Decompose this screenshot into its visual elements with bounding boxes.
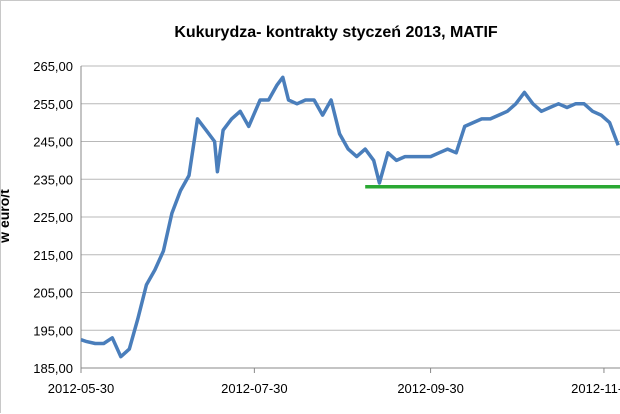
y-tick-label: 235,00 [33,172,73,187]
y-tick-label: 195,00 [33,323,73,338]
series-line-price [80,75,620,359]
y-tick-label: 215,00 [33,248,73,263]
y-tick-label: 245,00 [33,135,73,150]
y-tick-label: 255,00 [33,97,73,112]
y-tick-label: 225,00 [33,210,73,225]
y-tick-label: 205,00 [33,286,73,301]
chart-title: Kukurydza- kontrakty styczeń 2013, MATIF [174,24,498,41]
x-tick-label: 2012-11-30 [571,381,620,396]
x-tick-label: 2012-05-30 [48,381,115,396]
y-tick-label: 265,00 [33,59,73,74]
y-axis-label: w euro/t [1,189,12,244]
y-tick-label: 185,00 [33,361,73,376]
x-tick-label: 2012-07-30 [221,381,288,396]
x-tick-label: 2012-09-30 [397,381,464,396]
